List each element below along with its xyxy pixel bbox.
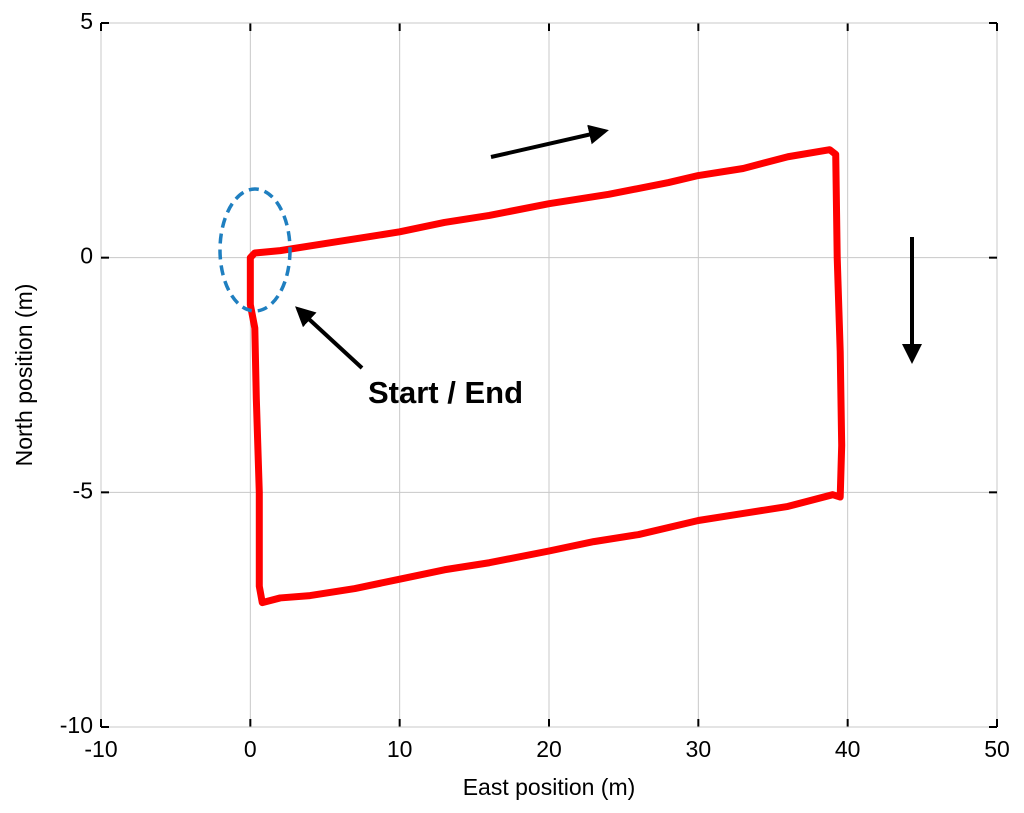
x-tick-label: 30 [686, 736, 712, 762]
x-tick-label: 10 [387, 736, 413, 762]
direction-arrow [490, 124, 609, 159]
plot-area [246, 146, 846, 607]
annotation-arrow [295, 306, 364, 370]
y-tick-label: 0 [80, 243, 93, 269]
y-tick-label: 5 [80, 8, 93, 34]
y-tick-label: -10 [60, 712, 93, 738]
x-tick-label: 50 [984, 736, 1010, 762]
x-tick-label: 40 [835, 736, 861, 762]
x-tick-label: 20 [536, 736, 562, 762]
x-tick-label: -10 [84, 736, 117, 762]
x-tick-label: 0 [244, 736, 257, 762]
annotation: Start / End [368, 375, 523, 410]
grid: -10 0 10 20 30 40 50 -10 -5 0 5 [60, 8, 1010, 762]
trajectory-line [246, 146, 846, 607]
y-tick-label: -5 [73, 477, 93, 503]
start-end-ellipse [218, 187, 292, 313]
y-axis-label: North position (m) [11, 284, 37, 467]
x-axis-label: East position (m) [463, 774, 636, 800]
